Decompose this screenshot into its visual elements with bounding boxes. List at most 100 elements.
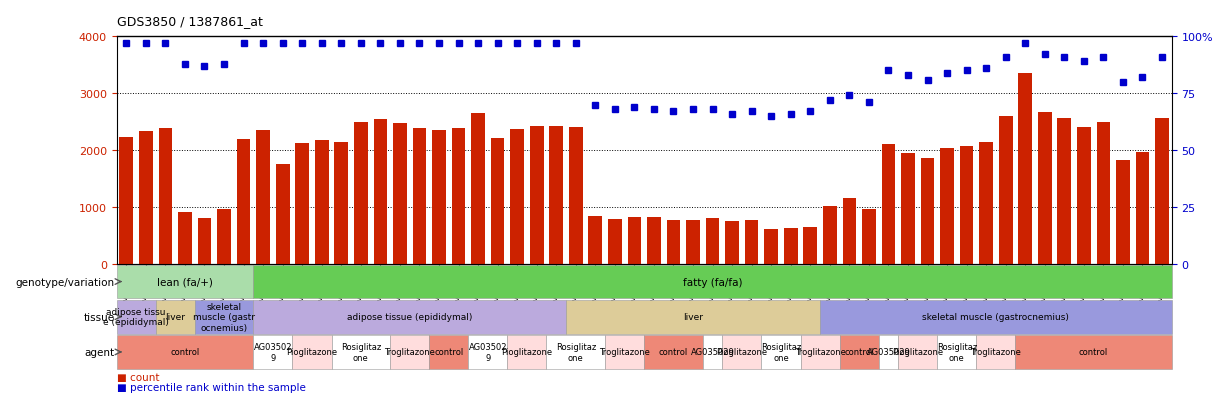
Bar (920, 158, 934, 264)
Bar (609, 219, 622, 264)
Bar (432, 131, 445, 264)
Bar (1117, 161, 1130, 264)
Text: Rosiglitaz
one: Rosiglitaz one (341, 342, 380, 362)
Bar (1136, 153, 1150, 264)
Bar (839, 335, 879, 369)
Text: AG03502
9: AG03502 9 (469, 342, 507, 362)
Bar (863, 210, 876, 264)
Text: AG035029: AG035029 (866, 348, 910, 356)
Bar (937, 335, 977, 369)
Bar (117, 265, 253, 299)
Bar (546, 335, 605, 369)
Text: Troglitazone: Troglitazone (971, 348, 1021, 356)
Bar (940, 148, 953, 264)
Text: Rosiglitaz
one: Rosiglitaz one (761, 342, 801, 362)
Bar (1077, 128, 1091, 264)
Bar (1097, 122, 1110, 264)
Bar (253, 335, 292, 369)
Bar (390, 335, 429, 369)
Text: Troglitazone: Troglitazone (795, 348, 845, 356)
Bar (331, 335, 390, 369)
Text: Rosiglitaz
one: Rosiglitaz one (936, 342, 977, 362)
Bar (256, 131, 270, 264)
Bar (550, 127, 563, 264)
Bar (139, 131, 152, 264)
Bar (158, 129, 172, 264)
Bar (1038, 113, 1052, 264)
Bar (901, 154, 915, 264)
Text: control: control (1079, 348, 1108, 356)
Bar (898, 335, 937, 369)
Text: liver: liver (683, 313, 703, 321)
Bar (276, 165, 290, 264)
Bar (335, 142, 348, 264)
Bar (569, 128, 583, 264)
Bar (198, 219, 211, 264)
Bar (178, 212, 191, 264)
Bar (1155, 119, 1169, 264)
Bar (745, 220, 758, 264)
Bar (1058, 119, 1071, 264)
Bar (804, 228, 817, 264)
Bar (530, 127, 544, 264)
Bar (237, 140, 250, 264)
Text: Pioglitazone: Pioglitazone (502, 348, 552, 356)
Text: control: control (434, 348, 464, 356)
Bar (393, 124, 406, 264)
Bar (156, 300, 195, 334)
Bar (471, 113, 485, 264)
Bar (960, 146, 973, 264)
Text: AG03502
9: AG03502 9 (254, 342, 292, 362)
Bar (881, 145, 896, 264)
Bar (452, 129, 465, 264)
Bar (723, 335, 762, 369)
Bar (315, 141, 329, 264)
Bar (117, 300, 156, 334)
Bar (666, 220, 680, 264)
Text: Troglitazone: Troglitazone (599, 348, 650, 356)
Bar (353, 123, 368, 264)
Text: Pioglitazone: Pioglitazone (717, 348, 767, 356)
Bar (605, 335, 644, 369)
Text: fatty (fa/fa): fatty (fa/fa) (682, 277, 742, 287)
Text: Rosiglitaz
one: Rosiglitaz one (556, 342, 596, 362)
Bar (589, 216, 602, 264)
Text: adipose tissu
e (epididymal): adipose tissu e (epididymal) (103, 307, 169, 327)
Text: skeletal muscle (gastrocnemius): skeletal muscle (gastrocnemius) (923, 313, 1070, 321)
Bar (703, 335, 723, 369)
Bar (823, 207, 837, 264)
Text: ■ count: ■ count (117, 372, 160, 382)
Text: agent: agent (85, 347, 114, 357)
Text: Troglitazone: Troglitazone (384, 348, 436, 356)
Bar (843, 199, 856, 264)
Bar (510, 130, 524, 264)
Bar (686, 220, 699, 264)
Bar (725, 221, 739, 264)
Text: genotype/variation: genotype/variation (15, 277, 114, 287)
Text: Pioglitazone: Pioglitazone (892, 348, 944, 356)
Text: AG035029: AG035029 (691, 348, 735, 356)
Bar (644, 335, 703, 369)
Bar (647, 218, 661, 264)
Bar (412, 128, 426, 264)
Bar (253, 265, 1172, 299)
Bar (706, 219, 719, 264)
Text: ■ percentile rank within the sample: ■ percentile rank within the sample (117, 382, 306, 392)
Bar (195, 300, 253, 334)
Bar (117, 335, 253, 369)
Text: adipose tissue (epididymal): adipose tissue (epididymal) (347, 313, 472, 321)
Bar (373, 119, 388, 264)
Bar (429, 335, 469, 369)
Text: control: control (659, 348, 688, 356)
Bar (292, 335, 331, 369)
Text: GDS3850 / 1387861_at: GDS3850 / 1387861_at (117, 15, 263, 28)
Text: Pioglitazone: Pioglitazone (286, 348, 337, 356)
Bar (469, 335, 508, 369)
Text: lean (fa/+): lean (fa/+) (157, 277, 213, 287)
Bar (1018, 74, 1032, 264)
Bar (879, 335, 898, 369)
Text: tissue: tissue (83, 312, 114, 322)
Text: liver: liver (166, 313, 185, 321)
Bar (820, 300, 1172, 334)
Bar (566, 300, 820, 334)
